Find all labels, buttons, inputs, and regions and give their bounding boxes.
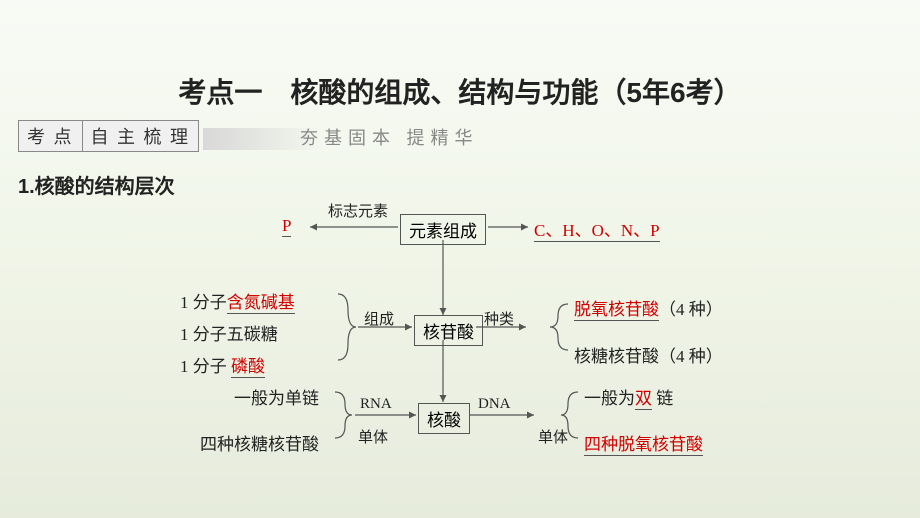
subheader-boxes: 考 点自 主 梳 理 [18, 120, 323, 152]
rna-line1: 一般为单链 [234, 384, 319, 409]
structure-diagram: 标志元素 P 元素组成 C、H、O、N、P 1 分子含氮碱基 1 分子五碳糖 1… [120, 192, 820, 492]
rna-label: RNA [360, 396, 392, 413]
rna-line2: 四种核糖核苷酸 [200, 430, 319, 455]
types-label: 种类 [484, 308, 514, 329]
subheader-right-text: 夯基固本 提精华 [300, 124, 479, 150]
dna-line2: 四种脱氧核苷酸 [584, 430, 703, 455]
deoxy-nucleotide: 脱氧核苷酸（4 种） [574, 295, 723, 320]
component-3: 1 分子 磷酸 [180, 352, 265, 377]
dna-monomer-label: 单体 [538, 426, 568, 447]
rna-monomer-label: 单体 [358, 426, 388, 447]
page-title: 考点一 核酸的组成、结构与功能（5年6考） [0, 71, 920, 111]
compose-label: 组成 [364, 308, 394, 329]
dna-label: DNA [478, 396, 511, 413]
box-label-1: 考 点 [18, 120, 82, 152]
elements-list: C、H、O、N、P [534, 216, 660, 241]
marker-element-label: 标志元素 [328, 200, 388, 221]
component-2: 1 分子五碳糖 [180, 320, 278, 345]
nucleotide-node: 核苷酸 [414, 315, 483, 346]
nucleic-acid-node: 核酸 [418, 403, 470, 434]
ribo-nucleotide: 核糖核苷酸（4 种） [574, 342, 723, 367]
component-1: 1 分子含氮碱基 [180, 288, 295, 313]
dna-line1: 一般为双 链 [584, 384, 673, 409]
element-composition-node: 元素组成 [400, 214, 486, 245]
box-label-2: 自 主 梳 理 [82, 120, 200, 152]
marker-element-value: P [282, 216, 291, 236]
